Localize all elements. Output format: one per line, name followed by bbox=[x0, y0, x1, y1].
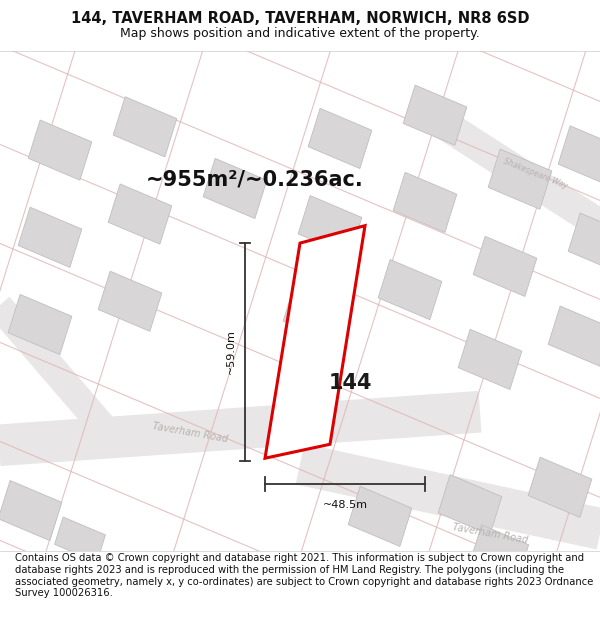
Polygon shape bbox=[403, 85, 467, 145]
Polygon shape bbox=[568, 213, 600, 273]
Polygon shape bbox=[98, 271, 162, 331]
Polygon shape bbox=[113, 97, 177, 157]
Polygon shape bbox=[378, 259, 442, 319]
Polygon shape bbox=[348, 486, 412, 546]
Polygon shape bbox=[0, 481, 62, 541]
Polygon shape bbox=[28, 120, 92, 180]
Polygon shape bbox=[55, 517, 106, 562]
Polygon shape bbox=[488, 149, 552, 209]
Polygon shape bbox=[393, 173, 457, 232]
Polygon shape bbox=[298, 196, 362, 256]
Polygon shape bbox=[472, 525, 529, 578]
Text: ~48.5m: ~48.5m bbox=[323, 500, 367, 510]
Text: ~59.0m: ~59.0m bbox=[226, 329, 236, 374]
Polygon shape bbox=[438, 474, 502, 535]
Text: Map shows position and indicative extent of the property.: Map shows position and indicative extent… bbox=[120, 27, 480, 40]
Text: 144: 144 bbox=[328, 372, 372, 392]
Polygon shape bbox=[265, 226, 365, 458]
Polygon shape bbox=[108, 184, 172, 244]
Text: Taverham Road: Taverham Road bbox=[451, 522, 529, 546]
Polygon shape bbox=[308, 108, 372, 169]
Text: ~955m²/~0.236ac.: ~955m²/~0.236ac. bbox=[146, 169, 364, 189]
Polygon shape bbox=[18, 208, 82, 268]
Polygon shape bbox=[203, 158, 267, 219]
Text: Taverham Road: Taverham Road bbox=[151, 421, 229, 444]
Polygon shape bbox=[558, 126, 600, 186]
Polygon shape bbox=[528, 458, 592, 518]
Polygon shape bbox=[283, 283, 347, 343]
Text: Contains OS data © Crown copyright and database right 2021. This information is : Contains OS data © Crown copyright and d… bbox=[15, 554, 593, 598]
Text: Shakespeare Way: Shakespeare Way bbox=[502, 156, 568, 190]
Polygon shape bbox=[458, 329, 522, 389]
Text: 144, TAVERHAM ROAD, TAVERHAM, NORWICH, NR8 6SD: 144, TAVERHAM ROAD, TAVERHAM, NORWICH, N… bbox=[71, 11, 529, 26]
Polygon shape bbox=[8, 294, 72, 354]
Polygon shape bbox=[473, 236, 537, 296]
Polygon shape bbox=[548, 306, 600, 366]
